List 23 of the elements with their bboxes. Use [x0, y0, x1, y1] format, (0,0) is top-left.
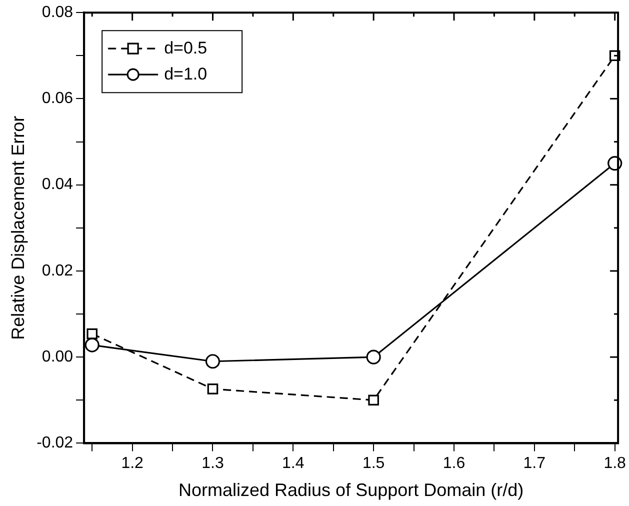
- x-axis-title: Normalized Radius of Support Domain (r/d): [178, 480, 524, 500]
- legend-label: d=1.0: [164, 64, 208, 84]
- x-tick-label: 1.7: [523, 455, 546, 472]
- x-tick-label: 1.2: [121, 455, 144, 472]
- x-tick-label: 1.4: [282, 455, 304, 472]
- y-tick-label: 0.06: [42, 90, 74, 108]
- point: [366, 350, 381, 364]
- point: [86, 328, 98, 340]
- legend-label: d=0.5: [164, 38, 208, 58]
- point: [205, 354, 220, 369]
- y-tick-label: -0.02: [36, 434, 74, 452]
- y-tick-label: 0.04: [42, 176, 74, 194]
- y-axis-title: Relative Displacement Error: [8, 116, 28, 340]
- y-tick-label: 0.08: [42, 4, 74, 22]
- point: [84, 338, 100, 352]
- x-tick-label: 1.6: [442, 455, 466, 472]
- y-tick-label: 0.00: [42, 348, 74, 366]
- point: [368, 394, 379, 406]
- x-tick-label: 1.3: [202, 455, 224, 472]
- x-tick-label: 1.5: [362, 455, 385, 472]
- y-tick-label: 0.02: [42, 262, 74, 280]
- point: [207, 384, 218, 394]
- x-tick-label: 1.8: [604, 455, 626, 472]
